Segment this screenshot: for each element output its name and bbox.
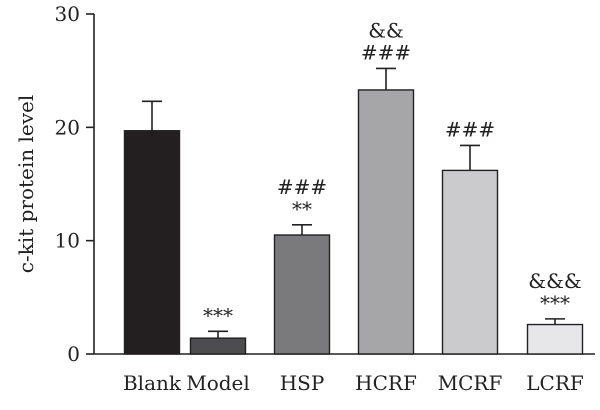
bar-hsp	[273, 234, 331, 355]
annotation-mcrf: ###	[445, 117, 495, 141]
bar-mcrf	[441, 169, 499, 355]
annotation-hcrf: ###	[361, 40, 411, 64]
x-tick-label-mcrf: MCRF	[438, 371, 503, 395]
y-tick-label: 30	[55, 2, 80, 26]
bar-blank	[123, 130, 181, 355]
annotation-model: ***	[203, 303, 233, 327]
bars	[123, 89, 584, 355]
x-tick-label-model: Model	[186, 371, 250, 395]
x-tick-labels: Blank Model HSP HCRF MCRF LCRF	[123, 371, 584, 395]
x-tick-label-blank: Blank	[123, 371, 182, 395]
y-axis-label: c-kit protein level	[14, 95, 38, 274]
error-bars	[142, 67, 565, 339]
significance-annotations: ***###**&&######&&&***	[203, 18, 582, 327]
y-tick-label: 0	[67, 342, 80, 366]
annotation-lcrf: ***	[540, 291, 570, 315]
y-tick-label: 20	[55, 115, 80, 139]
x-tick-label-hcrf: HCRF	[355, 371, 417, 395]
annotation-lcrf: &&&	[528, 269, 581, 293]
bar-hcrf	[357, 89, 415, 355]
bar-model	[189, 337, 247, 355]
y-tick-label: 10	[55, 229, 80, 253]
annotation-hsp: ###	[277, 175, 327, 199]
bar-lcrf	[526, 323, 584, 355]
y-ticks: 0 10 20 30	[55, 2, 94, 366]
annotation-hsp: **	[292, 197, 312, 221]
x-tick-label-hsp: HSP	[280, 371, 325, 395]
annotation-hcrf: &&	[368, 18, 404, 42]
x-tick-label-lcrf: LCRF	[526, 371, 584, 395]
